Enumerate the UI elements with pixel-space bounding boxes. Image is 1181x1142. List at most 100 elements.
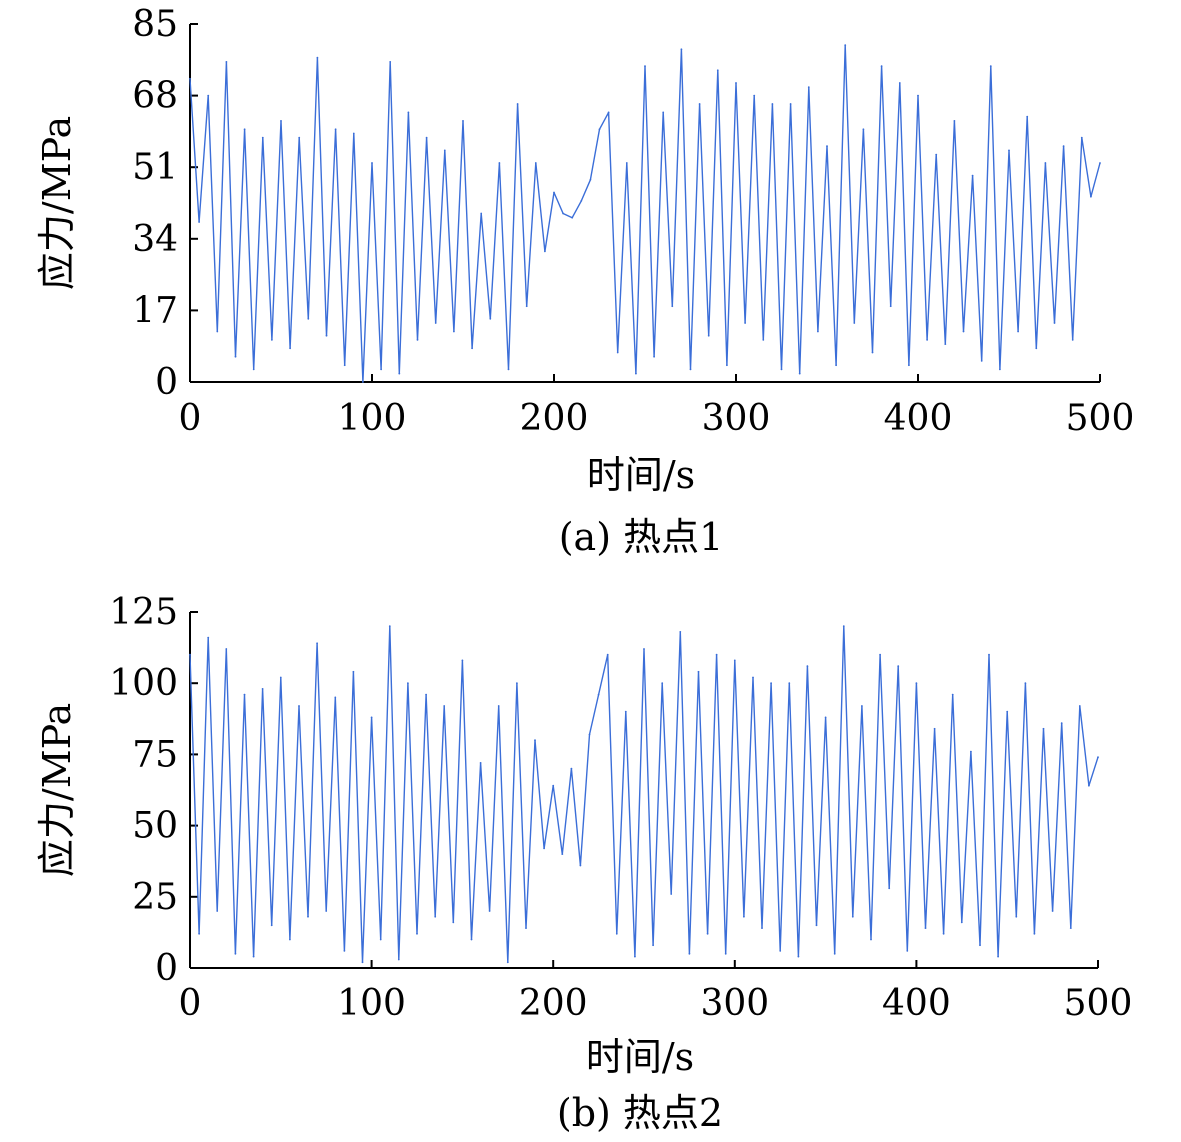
data-point: [516, 103, 519, 105]
data-point: [880, 65, 883, 67]
data-point: [970, 750, 972, 753]
data-point: [1099, 162, 1101, 164]
data-point: [270, 924, 273, 927]
data-point: [1033, 932, 1036, 935]
data-point: [334, 696, 337, 699]
data-point: [489, 317, 492, 320]
data-point: [470, 938, 473, 941]
data-point: [343, 364, 346, 367]
data-point: [598, 128, 601, 131]
data-point: [507, 368, 510, 371]
data-point: [1088, 784, 1090, 787]
data-point: [607, 111, 610, 114]
data-point: [715, 653, 718, 656]
data-point: [198, 221, 201, 223]
data-point: [597, 693, 600, 696]
data-point: [989, 65, 992, 67]
data-point: [561, 853, 564, 855]
y-tick-label: 100: [109, 663, 178, 704]
data-point: [334, 128, 337, 131]
chart-panel-hotspot-1: 0 100 200 300 400 500 0 17 34 51 68 85 时间/s 应力/MPa (a)…: [35, 4, 1134, 559]
data-point: [833, 952, 836, 955]
panel-caption: (a) 热点1: [559, 515, 724, 559]
data-point: [480, 212, 483, 215]
data-point: [671, 305, 674, 308]
data-point: [453, 330, 455, 333]
data-point: [806, 665, 809, 667]
data-point: [616, 351, 619, 354]
data-point: [689, 368, 692, 371]
data-point: [1069, 927, 1072, 929]
data-point: [289, 347, 291, 350]
data-point: [425, 136, 428, 139]
data-point: [870, 938, 872, 941]
data-point: [471, 347, 473, 350]
data-point: [753, 94, 756, 97]
chart-panel-hotspot-2: 0 100 200 300 400 500 0 25 50 75 100 125 时间/s 应力/MPa (…: [35, 592, 1132, 1135]
y-tick-label: 17: [132, 290, 178, 331]
data-point: [298, 136, 301, 139]
data-point: [743, 915, 745, 918]
x-tick-label: 500: [1064, 983, 1133, 1024]
data-point: [906, 950, 909, 952]
data-point: [862, 128, 865, 131]
data-point: [452, 921, 455, 924]
data-point: [779, 950, 782, 952]
data-point: [579, 864, 582, 867]
data-point: [706, 932, 709, 935]
data-point: [397, 958, 400, 961]
data-point: [924, 927, 927, 929]
data-point: [662, 111, 665, 114]
x-axis-title: 时间/s: [587, 453, 695, 497]
data-point: [624, 710, 627, 713]
data-point: [888, 887, 891, 890]
data-point: [634, 955, 636, 958]
data-point: [780, 368, 783, 371]
data-point: [362, 381, 364, 383]
data-point: [1042, 727, 1045, 730]
data-point: [1006, 710, 1009, 713]
data-point: [999, 368, 1001, 371]
data-point: [770, 682, 772, 685]
data-point: [416, 932, 418, 935]
x-tick-label: 400: [884, 398, 953, 439]
data-point: [933, 727, 936, 730]
data-point: [652, 944, 654, 947]
data-point: [370, 716, 373, 719]
data-point: [643, 648, 645, 650]
data-point: [407, 111, 410, 114]
data-point: [988, 653, 990, 656]
x-tick-label: 500: [1066, 398, 1135, 439]
data-point: [897, 665, 900, 667]
data-point: [316, 642, 318, 645]
data-point: [1062, 145, 1065, 148]
data-point: [926, 339, 928, 341]
data-point: [407, 682, 409, 685]
data-point: [960, 921, 963, 924]
data-point: [506, 961, 509, 964]
data-point: [761, 927, 763, 929]
data-point: [207, 636, 210, 639]
data-point: [1060, 722, 1063, 724]
data-point: [951, 693, 954, 696]
data-point: [189, 653, 191, 656]
data-point: [434, 915, 437, 918]
data-point: [443, 705, 446, 707]
data-point: [279, 676, 282, 679]
data-point: [434, 322, 437, 324]
x-tick-label: 100: [337, 983, 406, 1024]
data-point: [271, 339, 273, 341]
data-point: [352, 670, 355, 673]
y-tick-label: 75: [132, 734, 178, 775]
data-point: [571, 216, 574, 219]
data-point: [498, 162, 501, 164]
data-point: [316, 56, 319, 59]
panel-caption: (b) 热点2: [557, 1091, 723, 1135]
x-tick-label: 300: [702, 398, 771, 439]
data-point: [979, 944, 981, 947]
data-point: [479, 762, 482, 764]
data-point: [935, 153, 938, 156]
data-point: [243, 128, 246, 131]
data-point: [661, 682, 664, 685]
data-point: [216, 330, 219, 333]
